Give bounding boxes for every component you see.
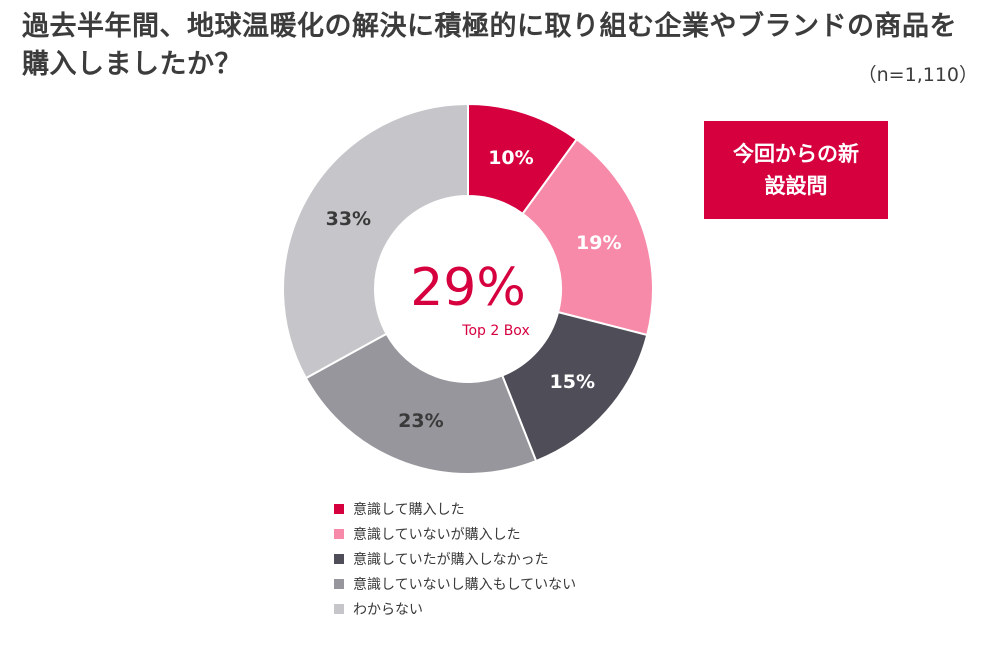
chart-title: 過去半年間、地球温暖化の解決に積極的に取り組む企業やブランドの商品を購入しました… — [22, 11, 957, 80]
legend-swatch — [334, 578, 344, 589]
donut-slice-4 — [304, 332, 538, 475]
legend-label: わからない — [353, 601, 423, 618]
legend-item-1: 意識して購入した — [334, 496, 576, 521]
slice-label-5: 33% — [326, 208, 371, 230]
legend-label: 意識していないが購入した — [353, 526, 521, 543]
slice-label-2: 19% — [576, 232, 621, 254]
center-label: Top 2 Box — [461, 323, 529, 339]
new-question-badge: 今回からの新設設問 — [704, 121, 888, 219]
legend-item-5: わからない — [334, 596, 576, 621]
donut-slice-5 — [282, 102, 469, 380]
legend-label: 意識していたが購入しなかった — [353, 551, 549, 568]
legend-item-4: 意識していないし購入もしていない — [334, 571, 576, 596]
center-value: 29% — [410, 258, 526, 318]
legend-item-2: 意識していないが購入した — [334, 521, 576, 546]
donut-slice-3 — [500, 310, 649, 463]
legend-swatch — [334, 553, 344, 564]
legend-label: 意識して購入した — [353, 501, 465, 518]
badge-text: 今回からの新設設問 — [733, 142, 859, 198]
legend-swatch — [334, 603, 344, 614]
slice-label-1: 10% — [488, 147, 533, 169]
legend-swatch — [334, 528, 344, 539]
donut-slice-2 — [521, 137, 654, 337]
slice-label-3: 15% — [550, 371, 595, 393]
slice-label-4: 23% — [398, 410, 443, 432]
legend-swatch — [334, 503, 344, 514]
sample-size: （n=1,110） — [857, 64, 978, 86]
legend-label: 意識していないし購入もしていない — [353, 576, 577, 593]
legend-item-3: 意識していたが購入しなかった — [334, 546, 576, 571]
legend: 意識して購入した意識していないが購入した意識していたが購入しなかった意識していな… — [334, 496, 576, 621]
